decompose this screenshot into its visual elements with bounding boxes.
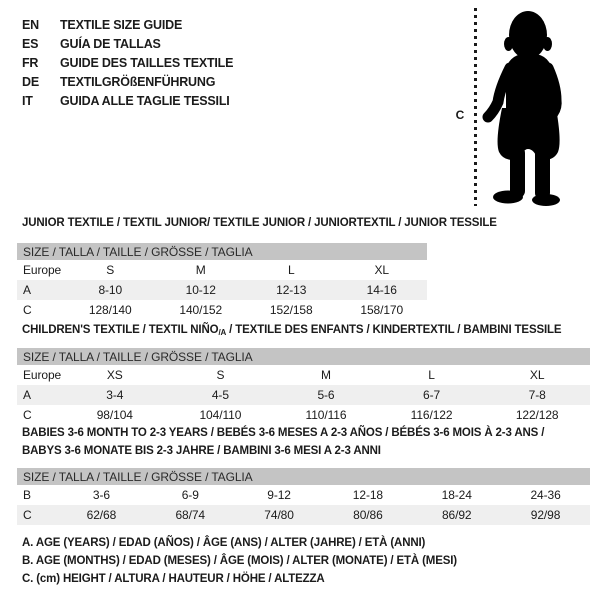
table-row: Europe S M L XL [17,260,427,280]
table-cell: 14-16 [366,283,397,297]
guide-title-fr: GUIDE DES TAILLES TEXTILE [60,55,234,70]
guide-title-de: TEXTILGRÖßENFÜHRUNG [60,74,216,89]
table-cell: S [106,263,115,277]
junior-size-table: SIZE / TALLA / TAILLE / GRÖSSE / TAGLIA … [17,243,427,320]
language-row-fr: FR GUIDE DES TAILLES TEXTILE [22,53,233,72]
table-row: C 98/104 104/110 110/116 116/122 122/128 [17,405,590,425]
table-row: A 3-4 4-5 5-6 6-7 7-8 [17,385,590,405]
table-cell: 104/110 [199,408,242,422]
footnotes: A. AGE (YEARS) / EDAD (AÑOS) / ÂGE (ANS)… [22,537,457,591]
language-code: DE [22,74,39,89]
table-cell: M [195,263,206,277]
table-row: Europe XS S M L XL [17,365,590,385]
table-cell: 68/74 [175,508,205,522]
footnote-b: B. AGE (MONTHS) / EDAD (MESES) / ÂGE (MO… [22,555,457,567]
table-cell: 3-4 [106,388,124,402]
table-cell: S [216,368,225,382]
table-cell: 12-18 [352,488,383,502]
footnote-c: C. (cm) HEIGHT / ALTURA / HAUTEUR / HÖHE… [22,573,325,585]
table-cell: 24-36 [530,488,561,502]
toddler-silhouette-icon [482,11,562,206]
table-cell: 10-12 [185,283,216,297]
babies-section-title-line2: BABYS 3-6 MONATE BIS 2-3 JAHRE / BAMBINI… [22,445,381,457]
size-header-bar: SIZE / TALLA / TAILLE / GRÖSSE / TAGLIA [17,243,427,260]
table-row: C 62/68 68/74 74/80 80/86 86/92 92/98 [17,505,590,525]
language-code: ES [22,36,39,51]
children-section-title: CHILDREN'S TEXTILE / TEXTIL NIÑO/A / TEX… [22,324,562,337]
table-cell: 152/158 [269,303,313,317]
row-label: A [23,283,31,297]
children-title-text: CHILDREN'S TEXTILE / TEXTIL NIÑO [22,324,219,336]
table-cell: L [428,368,435,382]
table-cell: 12-13 [276,283,307,297]
table-cell: 6-7 [423,388,441,402]
language-code: IT [22,93,33,108]
table-cell: M [321,368,331,382]
table-cell: 140/152 [179,303,223,317]
table-cell: 5-6 [317,388,335,402]
table-cell: 158/170 [360,303,404,317]
table-cell: 92/98 [530,508,561,522]
size-header-bar: SIZE / TALLA / TAILLE / GRÖSSE / TAGLIA [17,468,590,485]
table-cell: 80/86 [353,508,383,522]
language-row-it: IT GUIDA ALLE TAGLIE TESSILI [22,91,233,110]
table-row: B 3-6 6-9 9-12 12-18 18-24 24-36 [17,485,590,505]
guide-title-es: GUÍA DE TALLAS [60,36,161,51]
table-cell: 8-10 [98,283,123,297]
row-label: B [23,488,31,502]
language-row-de: DE TEXTILGRÖßENFÜHRUNG [22,72,233,91]
babies-size-table: SIZE / TALLA / TAILLE / GRÖSSE / TAGLIA … [17,468,590,525]
table-cell: 116/122 [410,408,453,422]
table-cell: 6-9 [181,488,199,502]
row-label: C [23,508,32,522]
table-cell: 110/116 [305,408,347,422]
row-label: A [23,388,31,402]
table-cell: 86/92 [441,508,472,522]
junior-section-title: JUNIOR TEXTILE / TEXTIL JUNIOR/ TEXTILE … [22,217,497,229]
row-label: Europe [23,368,62,382]
table-cell: 128/140 [88,303,132,317]
table-row: C 128/140 140/152 152/158 158/170 [17,300,427,320]
table-cell: 7-8 [528,388,546,402]
table-cell: 98/104 [96,408,133,422]
children-title-subscript: /A [218,328,227,337]
table-cell: 4-5 [211,388,229,402]
table-cell: 3-6 [92,488,110,502]
row-label: Europe [23,263,62,277]
footnote-a: A. AGE (YEARS) / EDAD (AÑOS) / ÂGE (ANS)… [22,537,426,549]
row-label: C [23,303,32,317]
table-cell: XL [374,263,390,277]
children-title-text: / TEXTILE DES ENFANTS / KINDERTEXTIL / B… [226,324,562,336]
row-label: C [23,408,32,422]
babies-section-title-line1: BABIES 3-6 MONTH TO 2-3 YEARS / BEBÉS 3-… [22,427,545,439]
table-cell: L [287,263,295,277]
language-row-es: ES GUÍA DE TALLAS [22,34,233,53]
language-legend: EN TEXTILE SIZE GUIDE ES GUÍA DE TALLAS … [22,15,233,110]
table-cell: XS [106,368,123,382]
table-cell: XL [529,368,545,382]
height-dotted-line [474,8,477,206]
language-code: EN [22,17,39,32]
table-cell: 9-12 [267,488,291,502]
guide-title-en: TEXTILE SIZE GUIDE [60,17,183,32]
height-measure-label: C [455,108,465,122]
table-cell: 62/68 [86,508,117,522]
children-size-table: SIZE / TALLA / TAILLE / GRÖSSE / TAGLIA … [17,348,590,425]
language-row-en: EN TEXTILE SIZE GUIDE [22,15,233,34]
table-cell: 122/128 [515,408,559,422]
table-cell: 74/80 [264,508,294,522]
size-header-bar: SIZE / TALLA / TAILLE / GRÖSSE / TAGLIA [17,348,590,365]
guide-title-it: GUIDA ALLE TAGLIE TESSILI [60,93,230,108]
table-cell: 18-24 [441,488,472,502]
language-code: FR [22,55,39,70]
table-row: A 8-10 10-12 12-13 14-16 [17,280,427,300]
